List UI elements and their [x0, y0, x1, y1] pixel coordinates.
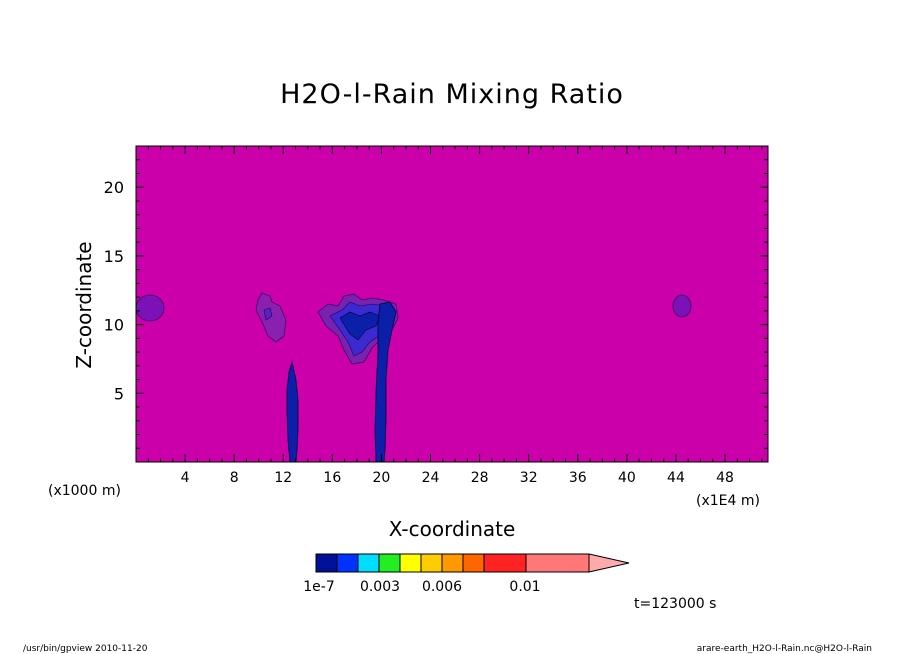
x-axis-ticks: 4 8 12 16 20 24 28 32 36 40 44 48	[147, 146, 763, 486]
x-tick-label: 20	[373, 470, 391, 486]
colorbar-swatch	[357, 553, 380, 573]
plot-area	[136, 146, 768, 462]
plot-frame	[135, 145, 769, 463]
x-axis-label: X-coordinate	[389, 517, 516, 541]
colorbar-swatch	[483, 553, 527, 573]
y-axis-label: Z-coordinate	[72, 241, 96, 368]
x-unit-label: (x1E4 m)	[696, 493, 760, 509]
colorbar-swatch	[420, 553, 443, 573]
y-tick-label: 5	[114, 384, 124, 403]
colorbar-labels: 1e-7 0.003 0.006 0.01	[303, 579, 540, 595]
y-tick-label: 10	[104, 316, 124, 335]
colorbar-swatch	[462, 553, 485, 573]
x-tick-label: 28	[471, 470, 489, 486]
colorbar-extend-arrow	[588, 553, 630, 573]
x-tick-label: 12	[274, 470, 292, 486]
cell-x11-core	[263, 307, 273, 321]
colorbar-label: 0.01	[509, 579, 540, 595]
colorbar-swatch	[315, 553, 338, 573]
colorbar-swatch	[441, 553, 464, 573]
contour-features	[135, 292, 692, 463]
time-label: t=123000 s	[634, 596, 716, 612]
chart-title: H2O-l-Rain Mixing Ratio	[280, 79, 624, 110]
footer-left: /usr/bin/gpview 2010-11-20	[23, 644, 148, 654]
x-tick-label: 24	[422, 470, 440, 486]
colorbar-swatch	[336, 553, 359, 573]
y-axis-ticks: 5 10 15 20	[104, 159, 768, 449]
x-tick-label: 44	[667, 470, 685, 486]
colorbar-swatch	[399, 553, 422, 573]
column-x20	[374, 301, 397, 463]
footer-right: arare-earth_H2O-l-Rain.nc@H2O-l-Rain	[697, 644, 872, 654]
x-tick-label: 48	[716, 470, 734, 486]
cell-x44	[672, 294, 692, 318]
x-tick-label: 16	[323, 470, 341, 486]
colorbar-swatch	[378, 553, 401, 573]
x-tick-label: 36	[569, 470, 587, 486]
colorbar-swatch	[525, 553, 590, 573]
cell-left-edge	[135, 294, 165, 322]
x-tick-label: 32	[520, 470, 538, 486]
cell-x11	[255, 292, 287, 343]
colorbar-label: 0.003	[360, 579, 400, 595]
y-tick-label: 15	[104, 247, 124, 266]
y-tick-label: 20	[104, 178, 124, 197]
z-unit-label: (x1000 m)	[48, 483, 121, 499]
x-tick-label: 4	[181, 470, 190, 486]
colorbar-label: 0.006	[422, 579, 462, 595]
colorbar	[315, 553, 630, 573]
x-tick-label: 8	[230, 470, 239, 486]
x-tick-label: 40	[618, 470, 636, 486]
colorbar-label: 1e-7	[303, 579, 334, 595]
